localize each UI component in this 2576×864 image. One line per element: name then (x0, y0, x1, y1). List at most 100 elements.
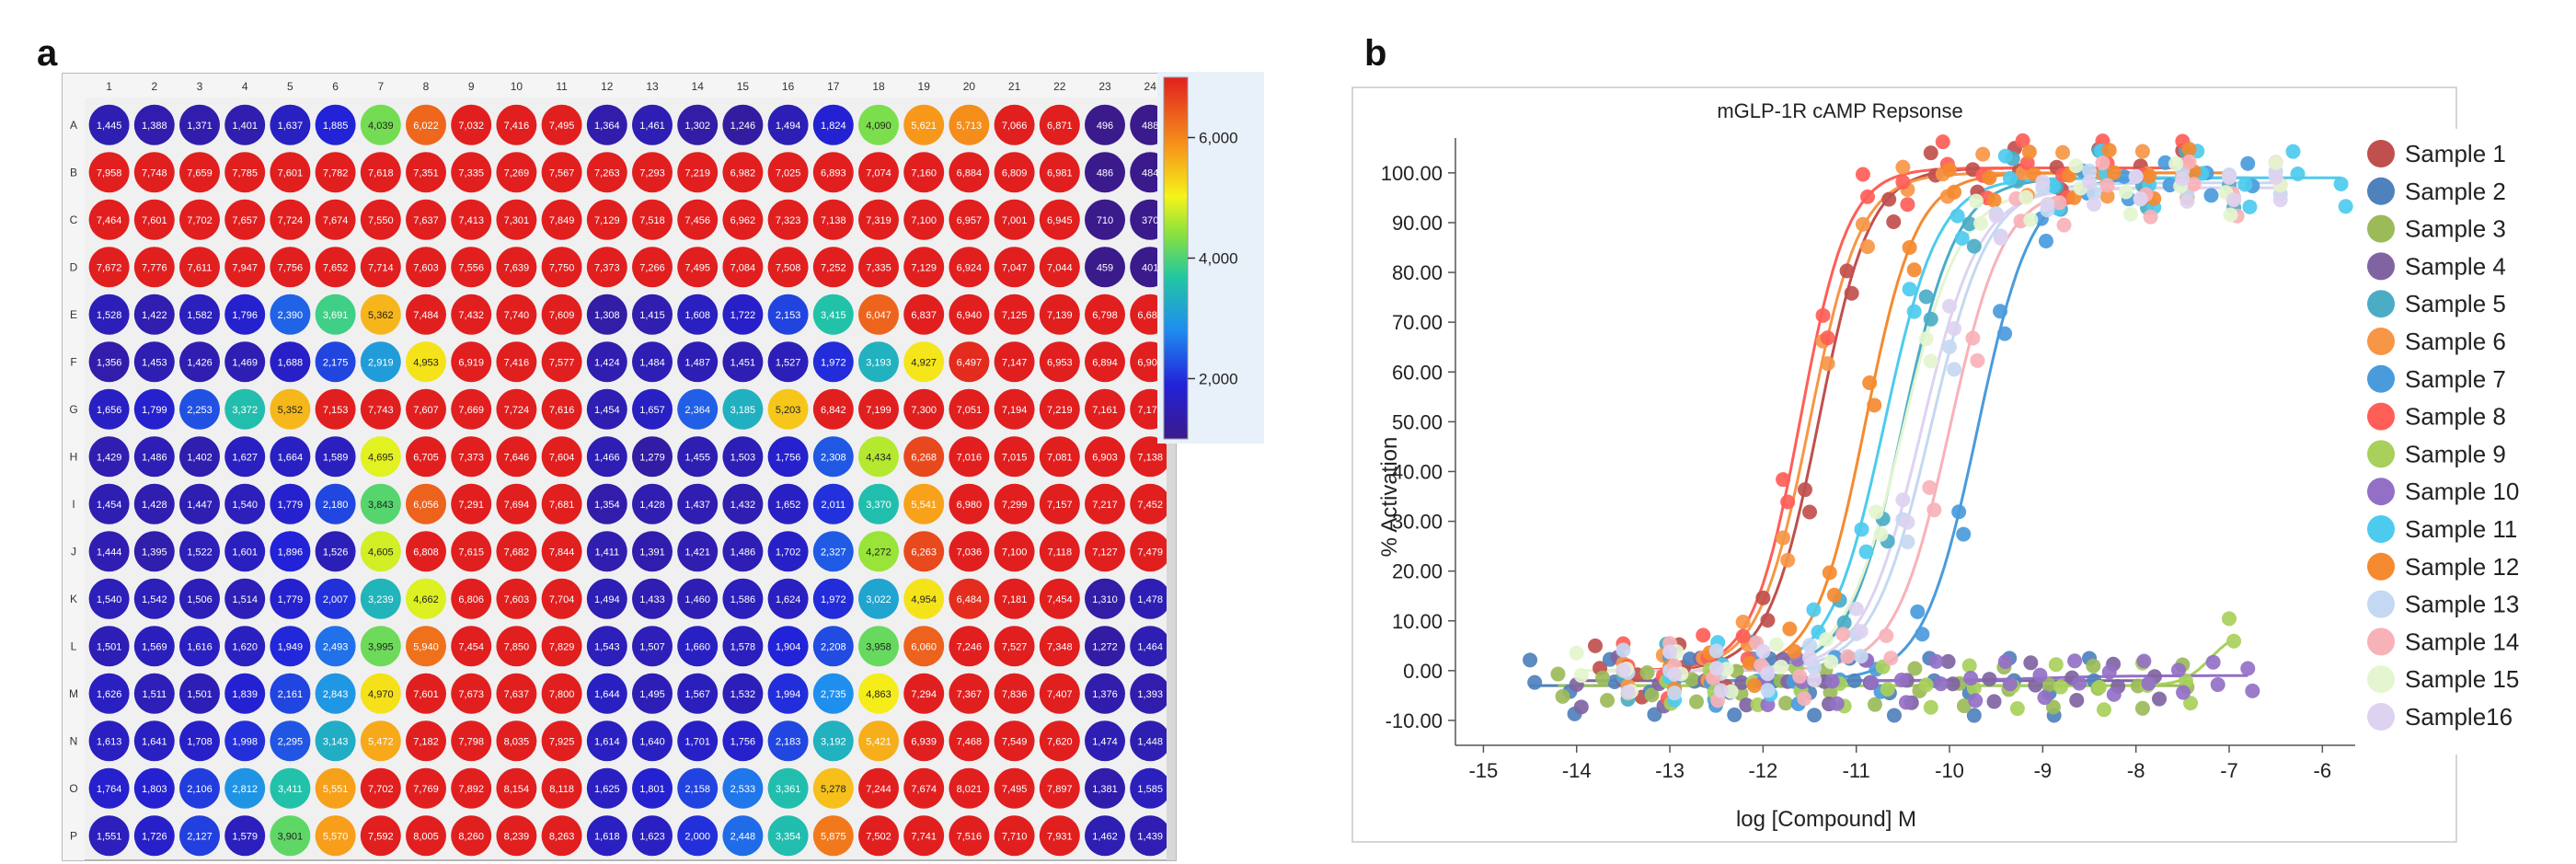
data-point (1886, 708, 1902, 723)
plate-well (360, 626, 401, 667)
well-value: 1,486 (730, 547, 756, 558)
data-point (2048, 657, 2064, 673)
plate-well (224, 388, 266, 430)
well-value: 401 (1142, 262, 1158, 273)
data-point (2136, 653, 2152, 669)
well-value: 7,502 (866, 831, 891, 842)
plate-well (360, 815, 401, 857)
plate-well (133, 388, 175, 430)
well-value: 6,962 (730, 215, 756, 226)
well-value: 5,940 (413, 641, 439, 652)
data-point (1942, 162, 1958, 178)
plate-well (767, 483, 809, 524)
data-point (1928, 653, 1944, 669)
well-value: 3,411 (278, 784, 303, 795)
well-value: 1,391 (639, 547, 665, 558)
well-value: 8,260 (458, 831, 484, 842)
plate-well (88, 341, 130, 383)
plate-well (858, 673, 899, 714)
well-value: 459 (1097, 262, 1113, 273)
plate-well (858, 388, 899, 430)
column-header: 24 (1144, 80, 1157, 93)
plate-well (1085, 767, 1125, 809)
data-point (2285, 144, 2301, 159)
well-value: 1,994 (776, 689, 801, 700)
plate-well (767, 436, 809, 478)
well-value: 2,390 (278, 310, 304, 321)
well-value: 1,428 (142, 500, 167, 511)
well-value: 7,335 (866, 262, 891, 273)
well-value: 7,674 (911, 784, 937, 795)
heatmap-scrollbar[interactable] (1167, 74, 1176, 860)
well-value: 1,428 (639, 500, 665, 511)
data-point (1942, 298, 1958, 314)
data-point (1923, 353, 1938, 369)
data-point (1708, 661, 1724, 676)
plate-well (586, 483, 627, 524)
data-point (1986, 192, 2002, 208)
plate-well (722, 199, 764, 240)
well-value: 1,620 (232, 641, 258, 652)
row-header: O (69, 782, 77, 795)
well-value: 7,604 (549, 452, 575, 463)
well-value: 1,527 (776, 357, 801, 368)
row-header: N (70, 734, 78, 747)
plate-well (812, 388, 854, 430)
well-value: 6,682 (1137, 310, 1163, 321)
plate-well (541, 341, 582, 383)
column-header-bar (63, 74, 1176, 98)
well-value: 7,323 (776, 215, 801, 226)
well-value: 7,615 (458, 547, 484, 558)
data-point (1858, 544, 1874, 559)
plate-well (315, 341, 356, 383)
data-point (2242, 199, 2258, 214)
plate-well (949, 483, 990, 524)
data-point (2175, 171, 2191, 187)
well-value: 7,710 (1002, 831, 1028, 842)
plate-well (1085, 388, 1125, 430)
data-point (1922, 479, 1938, 495)
legend-label: Sample 3 (2405, 215, 2506, 243)
data-point (2181, 142, 2197, 157)
well-value: 7,484 (413, 310, 439, 321)
data-point (1880, 682, 1895, 697)
plate-well (994, 341, 1035, 383)
plate-well (224, 815, 266, 857)
plate-well (586, 531, 627, 572)
well-value: 484 (1142, 167, 1158, 179)
well-value: 1,272 (1092, 641, 1118, 652)
plate-well (677, 531, 719, 572)
data-point (1826, 587, 1842, 603)
well-value: 496 (1097, 121, 1113, 132)
plate-well (270, 531, 311, 572)
well-value: 1,637 (278, 121, 304, 132)
column-header: 16 (782, 80, 795, 93)
well-value: 2,208 (821, 641, 846, 652)
well-value: 8,263 (549, 831, 575, 842)
plate-well (949, 104, 990, 145)
plate-well (1039, 673, 1080, 714)
plate-well (1085, 673, 1125, 714)
data-point (1829, 696, 1845, 711)
plate-well (88, 104, 130, 145)
data-point (1949, 208, 1965, 224)
plate-well (270, 483, 311, 524)
plate-well (903, 341, 945, 383)
well-value: 7,516 (957, 831, 983, 842)
plate-well (767, 294, 809, 335)
legend-marker (2367, 252, 2395, 281)
plate-heatmap: 1 2 3 4 5 6 7 8 9 10 11 12 13 14 15 16 17 18 19 20 21 22 23 24 … (62, 72, 1264, 861)
well-value: 7,015 (1002, 452, 1028, 463)
data-point (1966, 238, 1982, 254)
legend: Sample 1 Sample 2 Sample 3 Sample 4 Sample 5… (2355, 129, 2539, 755)
data-point (1848, 601, 1864, 616)
column-header: 2 (151, 80, 157, 93)
y-tick-label: 0.00 (1403, 660, 1443, 683)
well-value: 1,455 (684, 452, 710, 463)
plate-well (315, 626, 356, 667)
well-value: 1,614 (594, 736, 620, 747)
data-point (1523, 652, 1538, 668)
plate-well (1085, 294, 1125, 335)
plate-well (1039, 578, 1080, 619)
plate-well (360, 152, 401, 193)
